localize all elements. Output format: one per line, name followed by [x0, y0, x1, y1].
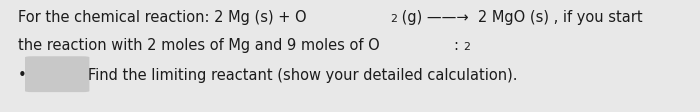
- FancyBboxPatch shape: [25, 56, 90, 92]
- Text: For the chemical reaction: 2 Mg (s) + O: For the chemical reaction: 2 Mg (s) + O: [18, 10, 307, 25]
- Text: (g) ——→  2 MgO (s) , if you start: (g) ——→ 2 MgO (s) , if you start: [397, 10, 643, 25]
- Text: :: :: [454, 38, 458, 53]
- Text: the reaction with 2 moles of Mg and 9 moles of O: the reaction with 2 moles of Mg and 9 mo…: [18, 38, 379, 53]
- Text: •: •: [18, 68, 27, 83]
- Text: Find the limiting reactant (show your detailed calculation).: Find the limiting reactant (show your de…: [88, 68, 517, 83]
- Text: 2: 2: [463, 42, 470, 52]
- Text: 2: 2: [390, 14, 397, 24]
